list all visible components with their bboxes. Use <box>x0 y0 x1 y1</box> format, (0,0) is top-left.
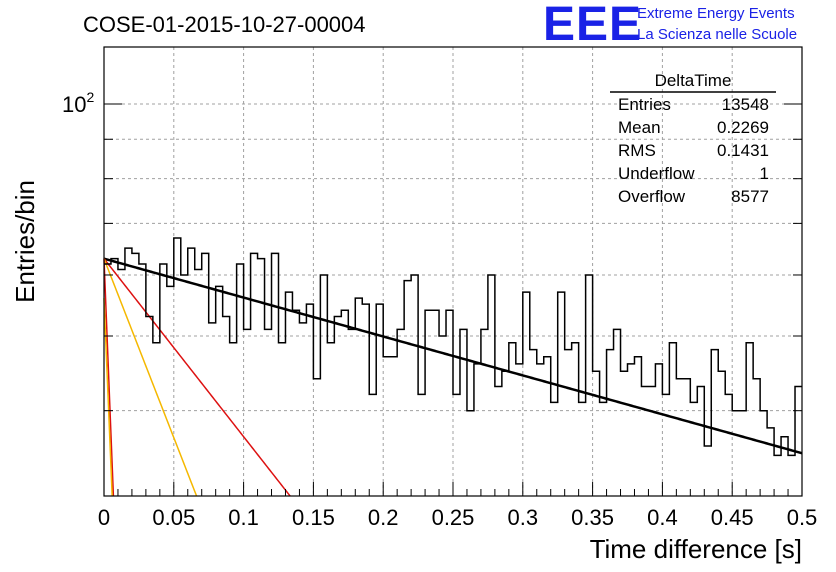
chart-title: COSE-01-2015-10-27-00004 <box>83 12 366 37</box>
y-axis-title: Entries/bin <box>10 180 40 303</box>
x-tick-labels: 0 0.05 0.1 0.15 0.2 0.25 0.3 0.35 0.4 0.45 0.5 <box>98 505 817 530</box>
stats-label: Underflow <box>618 164 695 183</box>
y-tick-label-100: 102 <box>62 89 94 117</box>
stats-name: DeltaTime <box>655 71 732 90</box>
x-tick-label: 0.15 <box>292 505 335 530</box>
stats-label: Entries <box>618 95 671 114</box>
stats-value: 8577 <box>731 187 769 206</box>
x-tick-label: 0.25 <box>432 505 475 530</box>
x-tick-label: 0.4 <box>647 505 678 530</box>
eee-logo: EEE <box>543 0 642 51</box>
stats-label: Mean <box>618 118 661 137</box>
stats-label: RMS <box>618 141 656 160</box>
logo-line-1: Extreme Energy Events <box>637 5 795 22</box>
x-tick-label: 0.05 <box>152 505 195 530</box>
fit-curve <box>103 258 198 497</box>
x-tick-label: 0.45 <box>711 505 754 530</box>
x-tick-label: 0.5 <box>787 505 818 530</box>
histogram-line <box>104 237 802 457</box>
fit-curve <box>103 258 291 497</box>
x-tick-label: 0.3 <box>508 505 539 530</box>
stats-rows: Entries 13548 Mean 0.2269 RMS 0.1431 Underflow… <box>618 95 769 206</box>
fit-curve <box>103 298 113 497</box>
stats-label: Overflow <box>618 187 686 206</box>
stats-value: 1 <box>760 164 769 183</box>
x-tick-label: 0.35 <box>571 505 614 530</box>
fit-curve <box>103 258 115 497</box>
x-tick-label: 0 <box>98 505 110 530</box>
x-axis-title: Time difference [s] <box>590 534 802 564</box>
stats-value: 0.2269 <box>717 118 769 137</box>
axis-ticks <box>103 103 803 496</box>
stats-value: 13548 <box>722 95 769 114</box>
logo-line-2: La Scienza nelle Scuole <box>637 26 797 43</box>
x-tick-label: 0.2 <box>368 505 399 530</box>
stats-value: 0.1431 <box>717 141 769 160</box>
x-tick-label: 0.1 <box>228 505 259 530</box>
stats-box: DeltaTime Entries 13548 Mean 0.2269 RMS 0.143… <box>610 71 776 206</box>
